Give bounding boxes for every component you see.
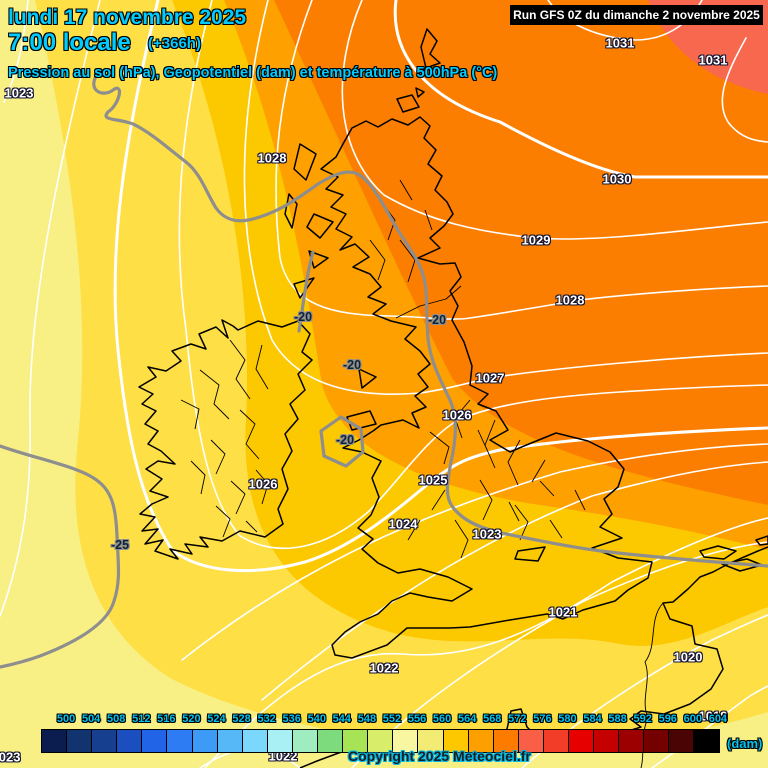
- colorbar-swatch: [468, 730, 494, 752]
- colorbar-swatch: [217, 730, 243, 752]
- colorbar-swatch: [142, 730, 168, 752]
- colorbar-swatch: [368, 730, 394, 752]
- forecast-time: 7:00 locale: [8, 29, 131, 56]
- colorbar-tick: 556: [407, 713, 427, 725]
- forecast-date: lundi 17 novembre 2025: [8, 6, 247, 29]
- pressure-label: 1028: [257, 150, 287, 166]
- colorbar-swatches: [41, 729, 720, 753]
- pressure-label: 1026: [248, 476, 278, 492]
- colorbar-tick: 596: [658, 713, 677, 725]
- run-info-box: Run GFS 0Z du dimanche 2 novembre 2025: [510, 5, 763, 25]
- colorbar-swatch: [117, 730, 143, 752]
- copyright-text: Copyright 2025 Meteociel.fr: [348, 748, 531, 764]
- colorbar-tick: 536: [282, 713, 301, 725]
- colorbar-tick: 604: [708, 713, 728, 725]
- map-subtitle: Pression au sol (hPa), Geopotentiel (dam…: [8, 65, 498, 81]
- colorbar-tick: 508: [107, 713, 126, 725]
- pressure-label: 1031: [605, 35, 635, 51]
- band-dark-orange: [274, 0, 768, 505]
- colorbar-tick: 500: [56, 713, 76, 725]
- colorbar-tick: 576: [533, 713, 552, 725]
- colorbar-swatch: [694, 730, 719, 752]
- temperature-label: -25: [110, 537, 130, 552]
- colorbar-tick: 516: [157, 713, 176, 725]
- colorbar-tick: 588: [608, 713, 627, 725]
- colorbar-unit: (dam): [727, 736, 763, 751]
- colorbar-tick: 600: [683, 713, 702, 725]
- colorbar-tick: 544: [332, 713, 352, 725]
- colorbar-swatch: [292, 730, 319, 752]
- pressure-label: 1028: [555, 292, 585, 308]
- colorbar-swatch: [267, 730, 293, 752]
- colorbar-swatch: [67, 730, 93, 752]
- colorbar-tick: 532: [257, 713, 276, 725]
- temperature-label: -20: [293, 309, 313, 324]
- pressure-label: 1025: [418, 472, 448, 488]
- colorbar-tick: 520: [182, 713, 201, 725]
- colorbar-tick: 512: [132, 713, 151, 725]
- colorbar: 500 504 508 512 516 520 524 528 532 536 540 544 548 5…: [41, 713, 727, 753]
- colorbar-swatch: [92, 730, 118, 752]
- colorbar-tick: 564: [458, 713, 477, 725]
- pressure-label: 1030: [602, 171, 632, 187]
- pressure-label: 1020: [673, 649, 703, 665]
- colorbar-swatch: [42, 730, 68, 752]
- colorbar-tick: 560: [432, 713, 452, 725]
- pressure-label: 1023: [4, 85, 34, 101]
- temperature-label: -20: [427, 312, 447, 327]
- colorbar-swatch: [192, 730, 218, 752]
- temperature-label: -20: [335, 432, 355, 447]
- colorbar-swatch: [318, 730, 344, 752]
- temperature-label: -20: [342, 357, 362, 372]
- pressure-label: 1023: [472, 526, 502, 542]
- colorbar-swatch: [443, 730, 469, 752]
- colorbar-swatch: [242, 730, 268, 752]
- colorbar-swatch: [393, 730, 419, 752]
- pressure-label: 1029: [521, 232, 551, 248]
- pressure-label: 1031: [698, 52, 728, 68]
- colorbar-swatch: [543, 730, 569, 752]
- pressure-label: 1019: [698, 708, 728, 724]
- coast-great-britain: [320, 116, 653, 659]
- colorbar-tick: 580: [558, 713, 577, 725]
- forecast-offset: (+366h): [148, 35, 201, 52]
- colorbar-swatch: [418, 730, 444, 752]
- colorbar-swatch: [568, 730, 595, 752]
- colorbar-tick: 584: [583, 713, 602, 725]
- colorbar-tick: 528: [232, 713, 251, 725]
- colorbar-swatch: [343, 730, 369, 752]
- colorbar-swatch: [493, 730, 519, 752]
- isotherm-lines: [0, 74, 768, 669]
- pressure-label: 1021: [548, 604, 578, 620]
- colorbar-tick: 548: [357, 713, 377, 725]
- pressure-label: 1024: [388, 516, 418, 532]
- colorbar-tick: 524: [207, 713, 226, 725]
- run-info-text: Run GFS 0Z du dimanche 2 novembre 2025: [513, 8, 760, 22]
- colorbar-tick: 552: [382, 713, 402, 725]
- colorbar-swatch: [669, 730, 695, 752]
- colorbar-swatch: [619, 730, 645, 752]
- pressure-label: 1027: [475, 370, 505, 386]
- pressure-label: 1022: [369, 660, 399, 676]
- colorbar-swatch: [167, 730, 193, 752]
- colorbar-tick: 568: [483, 713, 502, 725]
- colorbar-tick: 540: [307, 713, 326, 725]
- colorbar-tick: 504: [81, 713, 101, 725]
- colorbar-swatch: [518, 730, 544, 752]
- colorbar-tick: 592: [633, 713, 652, 725]
- colorbar-swatch: [594, 730, 620, 752]
- coast-ireland: [138, 319, 313, 560]
- colorbar-swatch: [644, 730, 670, 752]
- pressure-label: 1026: [442, 407, 472, 423]
- colorbar-tick: 572: [508, 713, 527, 725]
- pressure-label: 1023: [0, 749, 21, 765]
